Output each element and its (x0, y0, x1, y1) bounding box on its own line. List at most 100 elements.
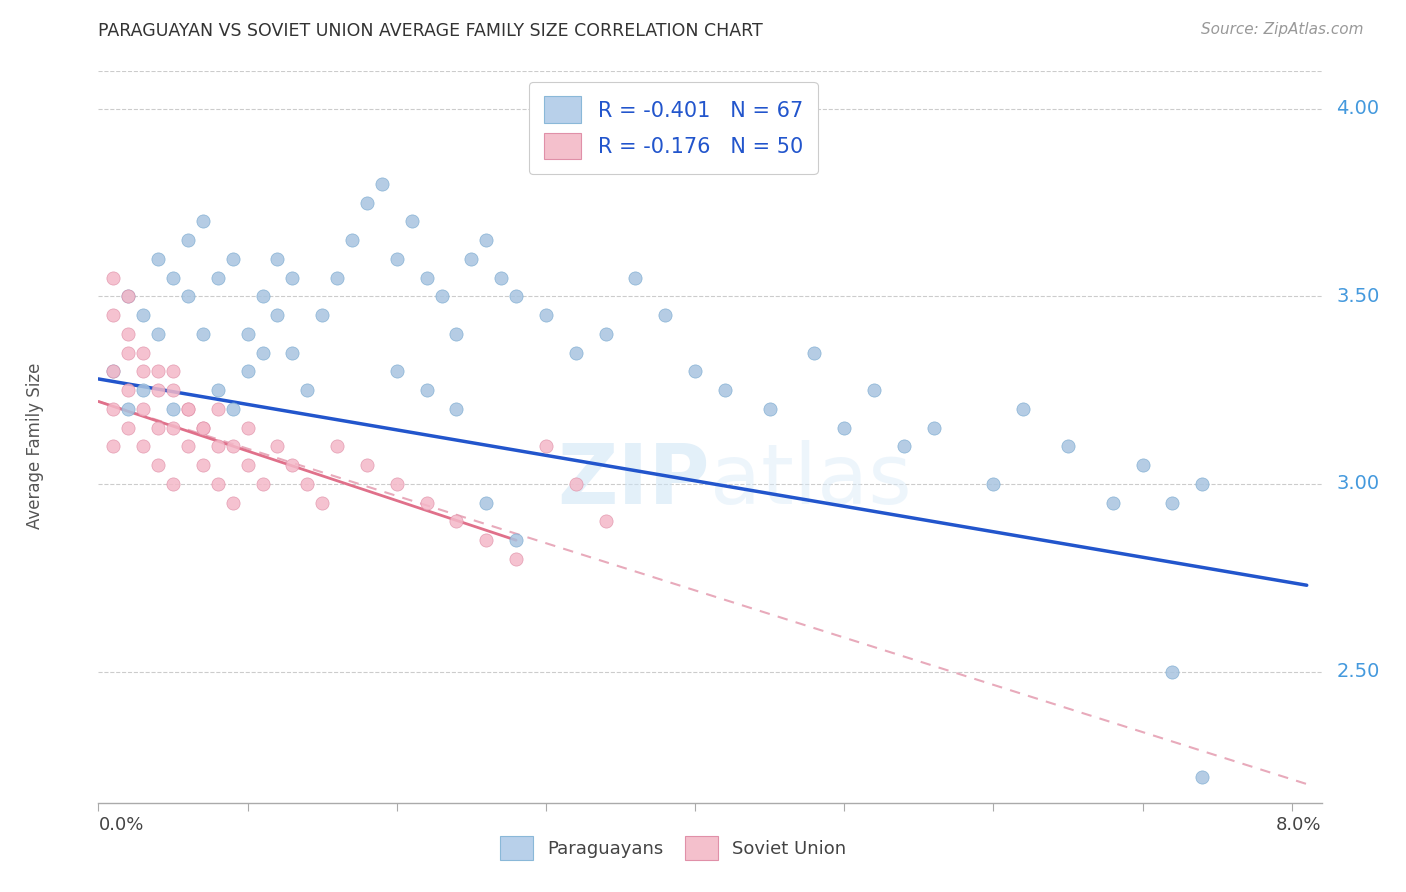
Point (489, 270, 512, 285)
Point (103, 308, 125, 322)
Point (803, 345, 825, 359)
Point (460, 252, 482, 266)
Point (252, 289, 274, 303)
Point (191, 420, 214, 434)
Point (162, 401, 184, 416)
Point (758, 401, 780, 416)
Point (281, 458, 304, 473)
Point (430, 289, 453, 303)
Point (983, 477, 1005, 491)
Point (117, 345, 139, 359)
Point (505, 533, 527, 548)
Point (221, 401, 243, 416)
Point (714, 383, 737, 397)
Point (356, 195, 378, 210)
Point (236, 420, 259, 434)
Point (162, 420, 184, 434)
Point (207, 477, 229, 491)
Point (146, 420, 169, 434)
Point (162, 477, 184, 491)
Point (221, 496, 243, 510)
Text: Average Family Size: Average Family Size (27, 363, 44, 529)
Point (221, 440, 243, 454)
Point (385, 252, 408, 266)
Point (146, 383, 169, 397)
Point (281, 270, 304, 285)
Point (103, 440, 125, 454)
Point (1161, 665, 1184, 679)
Point (624, 270, 647, 285)
Text: Source: ZipAtlas.com: Source: ZipAtlas.com (1201, 22, 1364, 37)
Point (236, 364, 259, 378)
Point (162, 383, 184, 397)
Point (266, 252, 288, 266)
Point (1161, 496, 1184, 510)
Point (207, 401, 229, 416)
Point (356, 458, 378, 473)
Point (132, 440, 155, 454)
Point (385, 364, 408, 378)
Text: 3.50: 3.50 (1336, 287, 1379, 306)
Point (475, 233, 498, 247)
Point (1101, 496, 1123, 510)
Point (146, 458, 169, 473)
Point (311, 496, 333, 510)
Point (146, 252, 169, 266)
Point (117, 326, 139, 341)
Point (132, 364, 155, 378)
Point (1191, 770, 1213, 784)
Point (1191, 477, 1213, 491)
Point (565, 345, 588, 359)
Text: PARAGUAYAN VS SOVIET UNION AVERAGE FAMILY SIZE CORRELATION CHART: PARAGUAYAN VS SOVIET UNION AVERAGE FAMIL… (98, 22, 763, 40)
Point (252, 345, 274, 359)
Point (415, 383, 437, 397)
Point (326, 270, 349, 285)
Point (252, 477, 274, 491)
Point (832, 420, 855, 434)
Point (191, 420, 214, 434)
Point (132, 308, 155, 322)
Point (893, 440, 915, 454)
Point (922, 420, 945, 434)
Point (446, 326, 468, 341)
Text: 0.0%: 0.0% (98, 816, 143, 834)
Point (595, 515, 617, 529)
Point (117, 383, 139, 397)
Point (103, 364, 125, 378)
Point (177, 289, 200, 303)
Point (1132, 458, 1154, 473)
Point (415, 496, 437, 510)
Text: 3.00: 3.00 (1336, 475, 1379, 493)
Point (236, 458, 259, 473)
Point (103, 364, 125, 378)
Point (177, 233, 200, 247)
Point (117, 289, 139, 303)
Point (207, 383, 229, 397)
Text: ZIP: ZIP (558, 441, 710, 522)
Point (340, 233, 363, 247)
Point (117, 401, 139, 416)
Point (177, 440, 200, 454)
Point (103, 270, 125, 285)
Point (162, 270, 184, 285)
Point (534, 440, 557, 454)
Point (297, 383, 319, 397)
Point (191, 458, 214, 473)
Point (1012, 401, 1035, 416)
Point (475, 533, 498, 548)
Point (177, 401, 200, 416)
Point (1057, 440, 1080, 454)
Point (534, 308, 557, 322)
Point (311, 308, 333, 322)
Point (146, 326, 169, 341)
Point (505, 289, 527, 303)
Point (207, 440, 229, 454)
Point (117, 289, 139, 303)
Point (297, 477, 319, 491)
Point (132, 345, 155, 359)
Text: 4.00: 4.00 (1336, 99, 1379, 119)
Point (221, 252, 243, 266)
Point (132, 383, 155, 397)
Point (475, 496, 498, 510)
Point (191, 326, 214, 341)
